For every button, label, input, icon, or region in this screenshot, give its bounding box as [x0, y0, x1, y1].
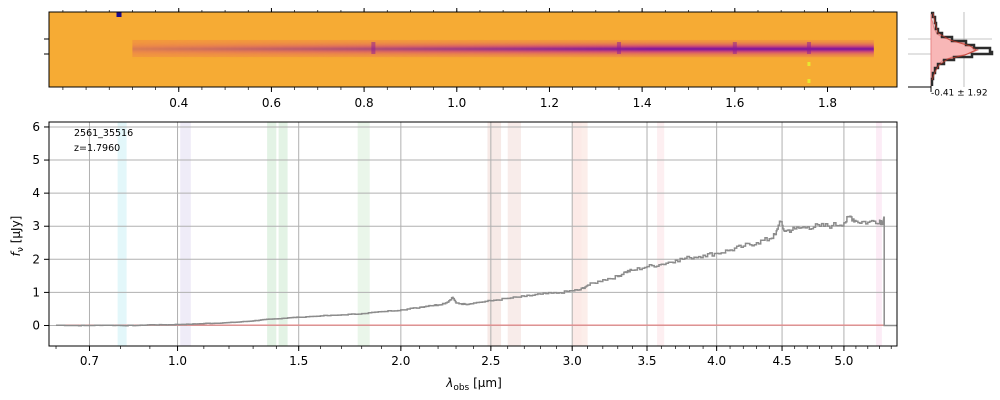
- top-x-tick-label: 1.2: [540, 96, 559, 110]
- emission-band: [117, 122, 127, 346]
- emission-band: [357, 122, 370, 346]
- emission-band: [572, 122, 582, 346]
- y-axis: 0 1 2 3 4 5 6: [32, 120, 49, 332]
- emission-band: [278, 122, 288, 346]
- trace-knot: [616, 42, 621, 54]
- x-tick-label: 5.0: [834, 354, 853, 368]
- object-id: 2561_35516: [74, 128, 133, 139]
- plot-frame: [48, 121, 898, 347]
- emission-band: [507, 122, 521, 346]
- bad-pixel: [807, 62, 811, 66]
- y-axis-label-sub: ν: [16, 247, 26, 252]
- y-tick-label: 2: [32, 252, 40, 266]
- series: [56, 215, 897, 327]
- top-x-tick-label: 0.4: [169, 96, 188, 110]
- x-tick-label: 4.5: [773, 354, 792, 368]
- emission-band: [581, 122, 588, 346]
- y-tick-label: 4: [32, 186, 40, 200]
- spectrum-2d-panel: 0.4 0.6 0.8 1.0 1.2 1.4 1.6 1.8: [44, 8, 898, 110]
- y-tick-label: 6: [32, 120, 40, 134]
- plot-area: [49, 122, 897, 346]
- x-axis-label-unit: [μm]: [469, 376, 502, 390]
- x-tick-label: 4.0: [707, 354, 726, 368]
- spectrum-2d-trace: [132, 39, 874, 59]
- x-tick-label: 0.7: [80, 354, 99, 368]
- x-axis-label: λobs [μm]: [445, 376, 502, 393]
- x-axis: 0.7 1.0 1.5 2.0 2.5 3.0 3.5 4.0 4.5 5.0: [55, 346, 892, 368]
- emission-band: [657, 122, 665, 346]
- profile-model-line: [931, 12, 978, 81]
- spectrum-1d-panel: 0 1 2 3 4 5 6 0.7 1.0 1.5 2.0 2.5 3.0 3.5 4.0 4.5 5.0 2…: [9, 120, 898, 393]
- spectrum-2d-yticks: [44, 38, 49, 55]
- trace-knot: [732, 42, 737, 54]
- emission-band: [876, 122, 882, 346]
- emission-band: [487, 122, 502, 346]
- y-tick-label: 3: [32, 219, 40, 233]
- x-tick-label: 2.5: [481, 354, 500, 368]
- x-axis-label-sub: obs: [453, 383, 469, 393]
- trace-knot: [806, 42, 811, 54]
- top-x-tick-label: 0.8: [355, 96, 374, 110]
- y-tick-label: 1: [32, 285, 40, 299]
- x-tick-label: 3.5: [637, 354, 656, 368]
- bad-pixel: [116, 12, 122, 17]
- y-tick-label: 5: [32, 153, 40, 167]
- top-x-tick-label: 1.6: [725, 96, 744, 110]
- x-axis-label-main: λ: [445, 376, 453, 390]
- profile-panel: -0.41 ± 1.92: [908, 11, 994, 99]
- bad-pixel: [807, 79, 811, 83]
- x-tick-label: 2.0: [391, 354, 410, 368]
- trace-knot: [371, 42, 376, 54]
- x-tick-label: 3.0: [563, 354, 582, 368]
- spectrum-2d-xaxis: 0.4 0.6 0.8 1.0 1.2 1.4 1.6 1.8: [62, 8, 875, 110]
- y-axis-label-unit: [μJy]: [9, 216, 23, 247]
- y-axis-label-main: f: [9, 250, 23, 256]
- top-x-tick-label: 1.8: [818, 96, 837, 110]
- spectrum-2d-frame: [48, 11, 898, 88]
- top-x-tick-label: 1.0: [447, 96, 466, 110]
- y-axis-label: fν [μJy]: [9, 216, 26, 257]
- top-x-tick-label: 1.4: [633, 96, 652, 110]
- flux-line: [56, 215, 897, 327]
- top-x-tick-label: 0.6: [262, 96, 281, 110]
- x-tick-label: 1.5: [289, 354, 308, 368]
- trace-core: [132, 39, 874, 59]
- emission-band: [180, 122, 191, 346]
- emission-band: [267, 122, 277, 346]
- redshift-label: z=1.7960: [74, 143, 120, 154]
- profile-annotation: -0.41 ± 1.92: [931, 89, 988, 99]
- spectrum-2d-marks: [116, 12, 811, 83]
- y-tick-label: 0: [32, 318, 40, 332]
- x-tick-label: 1.0: [168, 354, 187, 368]
